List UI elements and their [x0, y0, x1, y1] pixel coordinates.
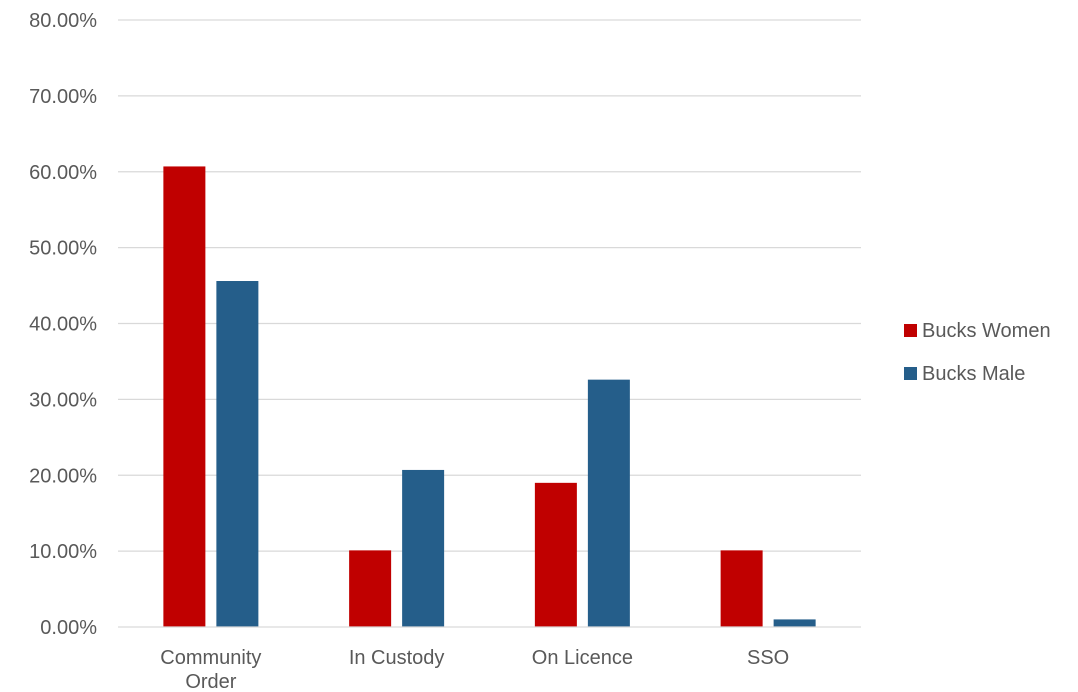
legend: Bucks Women Bucks Male [904, 320, 1051, 385]
bar [163, 166, 206, 627]
y-tick-label: 40.00% [29, 314, 97, 336]
y-tick-label: 30.00% [29, 389, 97, 411]
legend-label: Bucks Male [922, 363, 1025, 385]
y-tick-label: 60.00% [29, 162, 97, 184]
x-tick-label: SSO [747, 647, 789, 669]
bar [773, 619, 816, 627]
bar [402, 469, 445, 627]
legend-swatch [904, 367, 917, 380]
bar [534, 482, 577, 627]
legend-swatch [904, 324, 917, 337]
y-tick-label: 20.00% [29, 465, 97, 487]
y-tick-label: 50.00% [29, 238, 97, 260]
x-axis-category-labels: Community Order In Custody On Licence SSO [160, 647, 789, 692]
x-tick-label: Community Order [160, 647, 261, 692]
y-tick-label: 0.00% [40, 617, 97, 639]
y-tick-label: 10.00% [29, 541, 97, 563]
y-tick-label: 70.00% [29, 86, 97, 108]
bars [163, 166, 816, 627]
legend-label: Bucks Women [922, 320, 1051, 342]
bar [587, 379, 630, 627]
y-tick-label: 80.00% [29, 10, 97, 32]
bar [216, 281, 259, 627]
bar [720, 550, 763, 627]
x-tick-label: In Custody [349, 647, 445, 669]
x-tick-label: On Licence [532, 647, 633, 669]
bar [349, 550, 392, 627]
y-axis-tick-labels: 0.00% 10.00% 20.00% 30.00% 40.00% 50.00% 60.00… [29, 10, 97, 639]
